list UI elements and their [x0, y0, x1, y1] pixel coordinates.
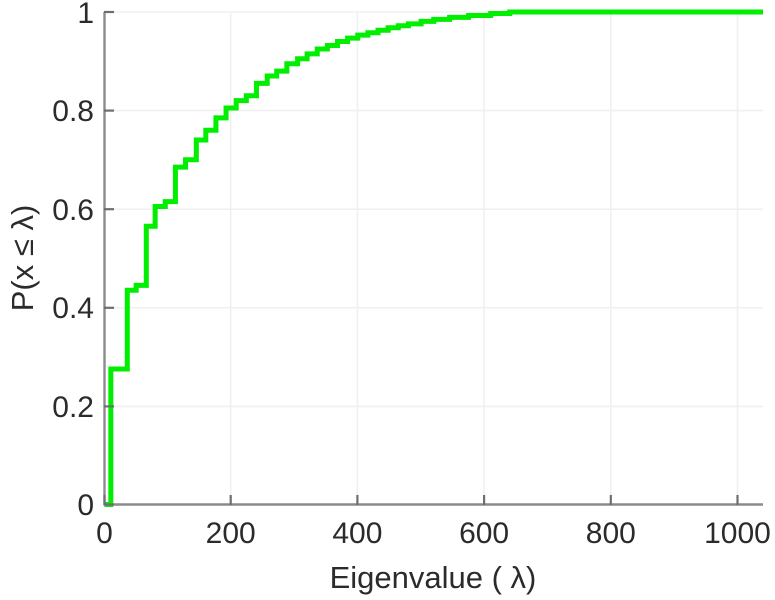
y-tick-label-0-4: 0.4	[52, 292, 94, 325]
x-tick-label-400: 400	[332, 517, 382, 550]
axis-lines	[103, 12, 763, 506]
x-axis-title: Eigenvalue ( λ)	[330, 560, 537, 595]
cdf-curve	[104, 9, 763, 507]
x-tick-label-600: 600	[459, 517, 509, 550]
y-tick-label-1: 1	[77, 0, 94, 30]
x-tick-label-800: 800	[586, 517, 636, 550]
vertical-gridlines	[229, 12, 739, 505]
plot-background	[104, 12, 763, 505]
y-axis-ticks	[104, 10, 114, 506]
y-tick-label-0-8: 0.8	[52, 95, 94, 128]
x-tick-label-200: 200	[206, 517, 256, 550]
x-tick-label-1000: 1000	[704, 517, 771, 550]
y-tick-label-0-2: 0.2	[52, 391, 94, 424]
x-tick-label-0: 0	[96, 517, 113, 550]
y-axis-title: P(x ≤ λ)	[5, 205, 40, 312]
y-tick-label-0-6: 0.6	[52, 194, 94, 227]
x-axis-ticks	[103, 495, 739, 505]
y-tick-label-0: 0	[77, 489, 94, 522]
